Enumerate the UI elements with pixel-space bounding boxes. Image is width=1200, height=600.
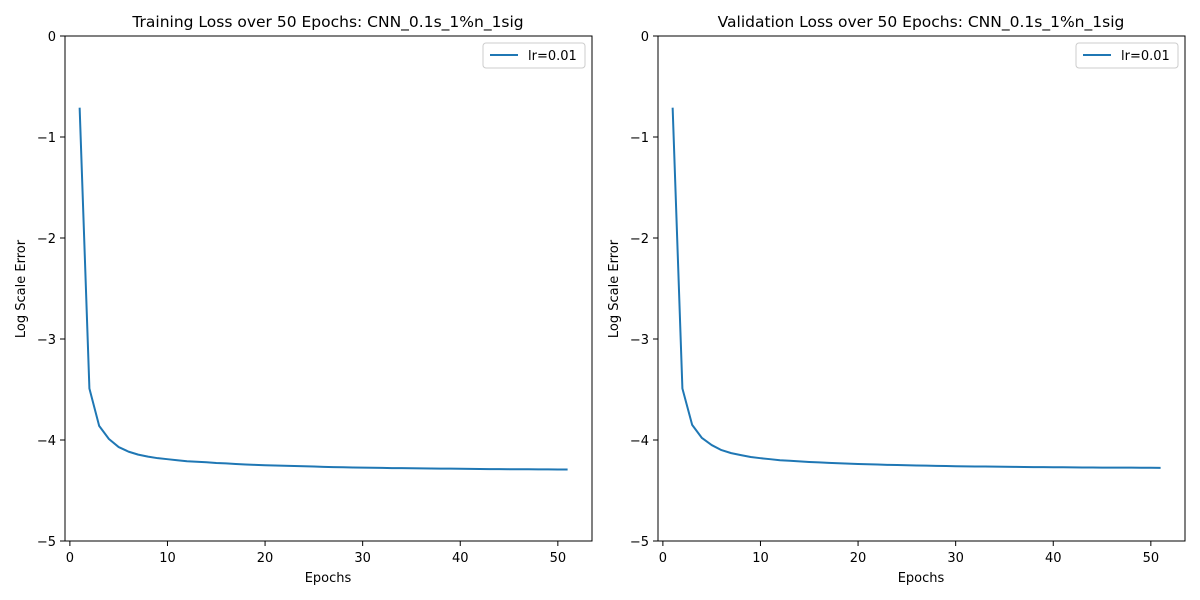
legend: lr=0.01: [482, 42, 586, 69]
x-tick-label: 0: [66, 551, 74, 566]
y-axis-label: Log Scale Error: [14, 239, 29, 338]
y-tick-label: −2: [630, 232, 649, 247]
x-axis-ticks: 0 10 20 30 40 50: [659, 541, 1159, 566]
x-tick-label: 10: [159, 551, 176, 566]
y-tick-label: −2: [37, 232, 56, 247]
x-tick-label: 30: [947, 551, 964, 566]
training-loss-chart: Training Loss over 50 Epochs: CNN_0.1s_1…: [14, 13, 593, 586]
legend-box: [482, 42, 586, 69]
y-axis-ticks: 0 −1 −2 −3 −4 −5: [630, 30, 658, 550]
y-tick-label: −5: [630, 535, 649, 550]
chart-title: Training Loss over 50 Epochs: CNN_0.1s_1…: [131, 13, 523, 32]
x-tick-label: 10: [752, 551, 769, 566]
y-axis-ticks: 0 −1 −2 −3 −4 −5: [37, 30, 65, 550]
y-tick-label: 0: [641, 30, 649, 45]
x-tick-label: 30: [354, 551, 371, 566]
x-tick-label: 50: [1143, 551, 1160, 566]
legend-label: lr=0.01: [528, 49, 577, 64]
x-tick-label: 0: [659, 551, 667, 566]
x-tick-label: 40: [1045, 551, 1062, 566]
series-line-lr-0.01: [671, 107, 1161, 469]
y-axis-label: Log Scale Error: [607, 239, 622, 338]
series-line-lr-0.01: [78, 107, 568, 471]
x-tick-label: 20: [850, 551, 867, 566]
legend: lr=0.01: [1075, 42, 1179, 69]
y-tick-label: −3: [37, 333, 56, 348]
validation-loss-chart: Validation Loss over 50 Epochs: CNN_0.1s…: [607, 13, 1186, 586]
chart-title: Validation Loss over 50 Epochs: CNN_0.1s…: [718, 13, 1125, 32]
x-axis-ticks: 0 10 20 30 40 50: [66, 541, 566, 566]
x-axis-label: Epochs: [305, 571, 352, 586]
y-tick-label: −4: [630, 434, 649, 449]
x-tick-label: 40: [452, 551, 469, 566]
legend-label: lr=0.01: [1121, 49, 1170, 64]
y-tick-label: 0: [48, 30, 56, 45]
y-tick-label: −1: [630, 131, 649, 146]
y-tick-label: −1: [37, 131, 56, 146]
y-tick-label: −5: [37, 535, 56, 550]
plot-area: [64, 35, 593, 542]
x-tick-label: 50: [550, 551, 567, 566]
x-axis-label: Epochs: [898, 571, 945, 586]
legend-box: [1075, 42, 1179, 69]
y-tick-label: −3: [630, 333, 649, 348]
x-tick-label: 20: [257, 551, 274, 566]
y-tick-label: −4: [37, 434, 56, 449]
